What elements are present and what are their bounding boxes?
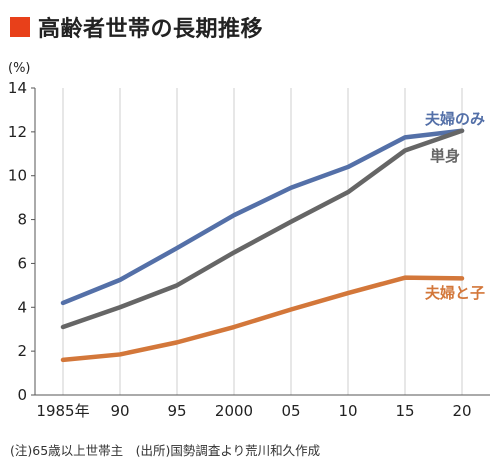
series-line [60,128,465,306]
x-tick-label: 2000 [215,402,253,420]
series-label: 単身 [430,147,460,165]
series-line [60,128,465,330]
x-tick-label: 1985年 [36,402,89,420]
series-line [60,275,465,363]
x-tick-label: 90 [110,402,129,420]
x-tick-label: 95 [167,402,186,420]
y-tick-label: 14 [8,79,27,97]
source-note: (注)65歳以上世帯主 (出所)国勢調査より荒川和久作成 [10,443,321,458]
y-axis-label: (%) [8,61,31,76]
y-tick-label: 10 [8,167,27,185]
y-tick-label: 0 [17,386,27,404]
chart-title: 高齢者世帯の長期推移 [38,17,264,42]
x-tick-label: 15 [395,402,414,420]
x-tick-label: 20 [452,402,471,420]
series-label: 夫婦と子 [425,284,485,302]
series-label: 夫婦のみ [425,110,485,128]
title-marker [10,17,30,37]
y-tick-label: 4 [17,298,27,316]
x-tick-label: 10 [338,402,357,420]
chart-title-row: 高齢者世帯の長期推移 [10,12,263,42]
y-tick-label: 2 [17,342,27,360]
y-tick-label: 8 [17,211,27,229]
y-tick-label: 12 [8,123,27,141]
y-tick-label: 6 [17,254,27,272]
x-tick-label: 05 [281,402,300,420]
